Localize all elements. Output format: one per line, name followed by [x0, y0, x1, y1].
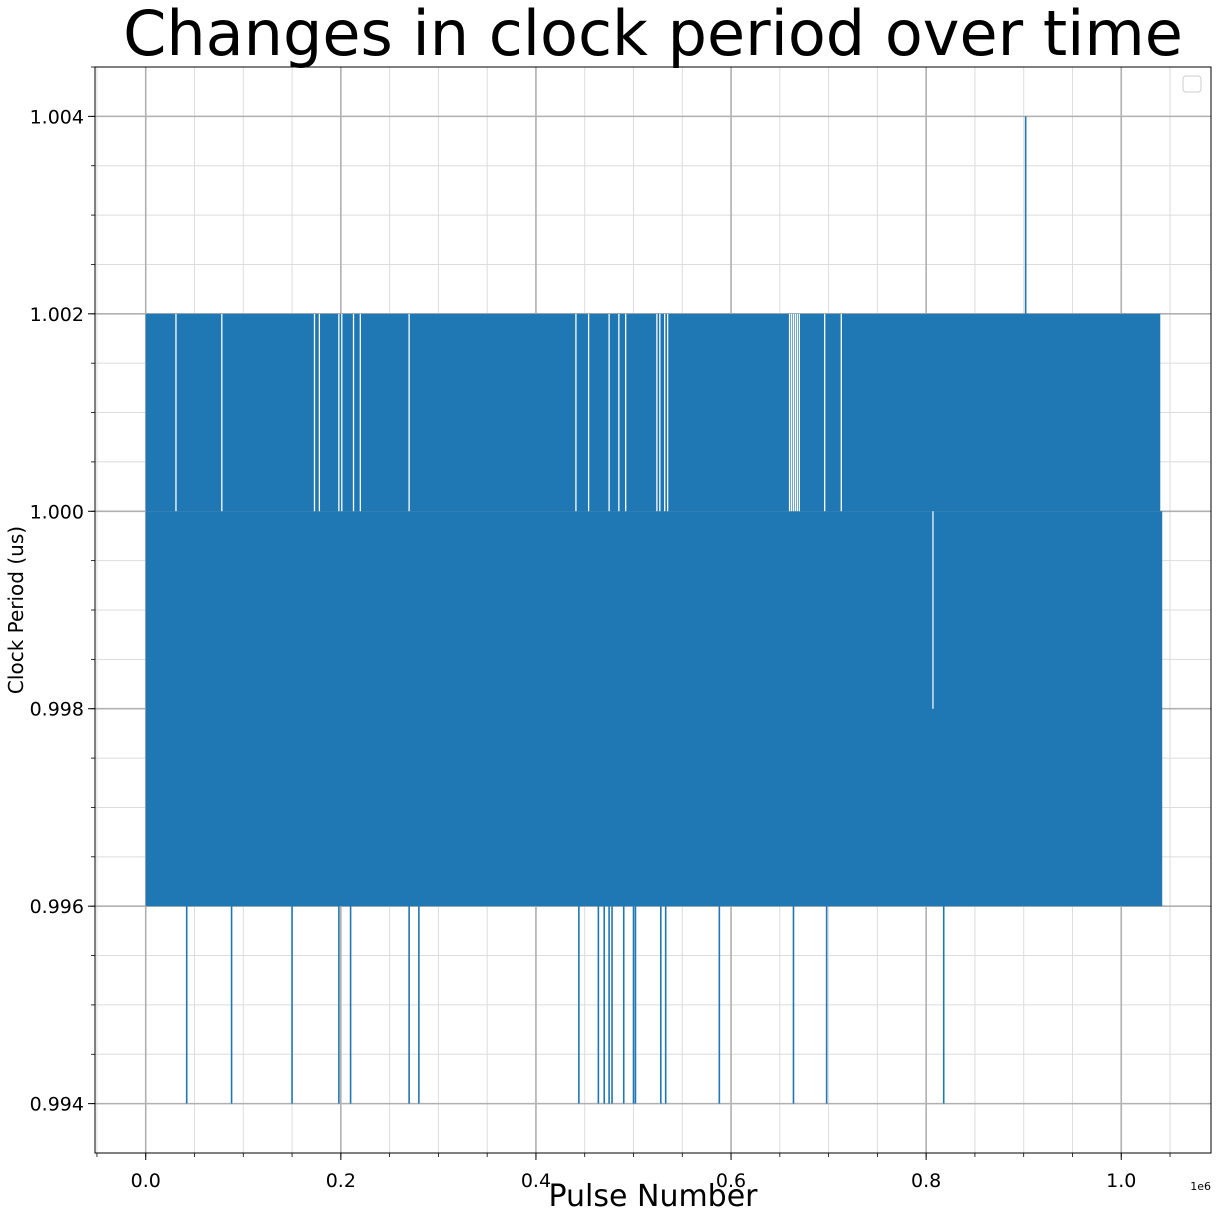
x-tick-label: 0.8 [911, 1170, 941, 1192]
x-tick-label: 0.0 [131, 1170, 161, 1192]
y-tick-label: 1.004 [30, 106, 84, 128]
plot-series [145, 116, 1163, 1104]
y-tick-label: 1.000 [30, 501, 84, 523]
y-tick-label: 0.998 [30, 699, 84, 721]
chart-title: Changes in clock period over time [123, 0, 1183, 70]
x-tick-label: 0.6 [716, 1170, 746, 1192]
x-axis-label: Pulse Number [548, 1179, 758, 1214]
x-tick-label: 0.4 [521, 1170, 551, 1192]
upper-dense-band [145, 313, 1161, 512]
y-axis-label: Clock Period (us) [4, 526, 28, 694]
y-tick-label: 0.994 [30, 1094, 84, 1116]
x-tick-label: 1.0 [1106, 1170, 1136, 1192]
y-tick-label: 0.996 [30, 896, 84, 918]
x-axis-ticks: 0.0 0.2 0.4 0.6 0.8 1.0 [96, 1153, 1171, 1192]
y-tick-label: 1.002 [30, 304, 84, 326]
x-tick-label: 0.2 [326, 1170, 356, 1192]
legend [1182, 75, 1202, 93]
y-axis-ticks: 0.994 0.996 0.998 1.000 1.002 1.004 [30, 66, 95, 1116]
lower-dense-band [145, 511, 1163, 907]
x-axis-offset-label: 1e6 [1190, 1180, 1211, 1193]
